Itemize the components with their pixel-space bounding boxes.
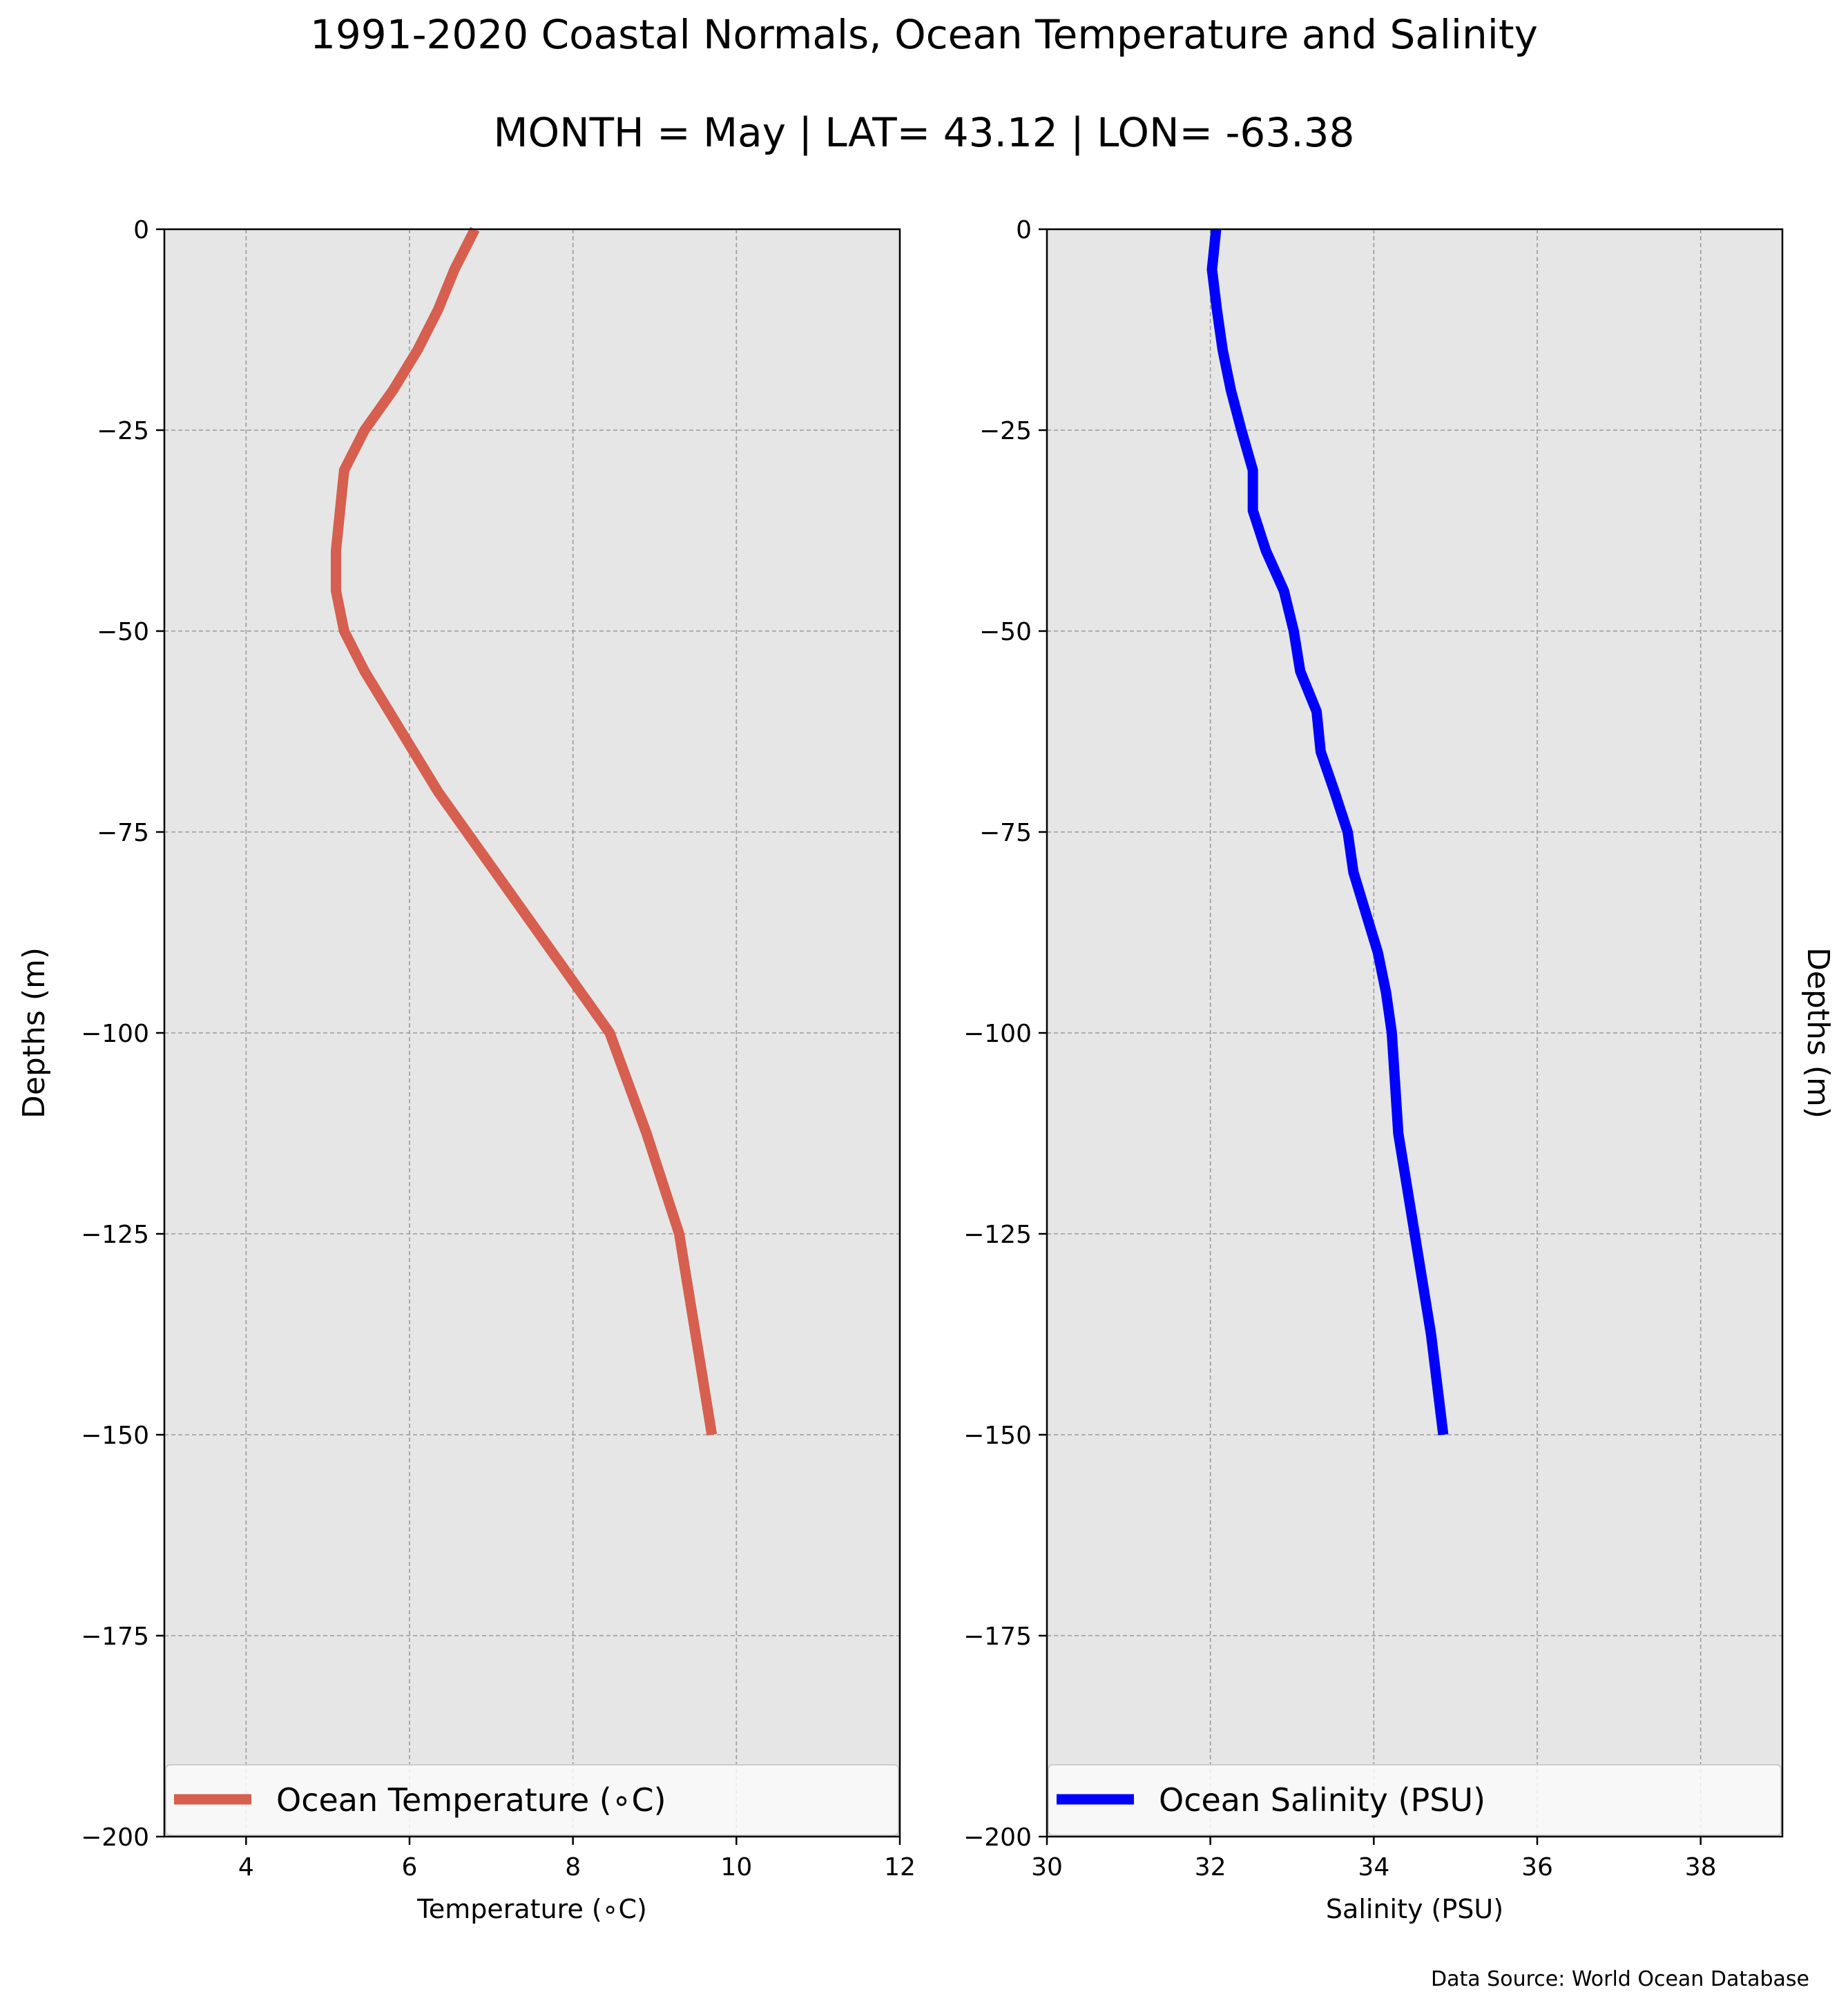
sal-x-tick-label: 34 bbox=[1358, 1853, 1389, 1881]
sal-y-tick-label: −125 bbox=[963, 1221, 1032, 1249]
temp-y-tick-label: −175 bbox=[81, 1623, 149, 1651]
temp-y-tick-label: −50 bbox=[97, 618, 149, 646]
temp-series-line bbox=[331, 226, 718, 1436]
sal-y-tick-label: −75 bbox=[979, 819, 1032, 847]
temp-legend bbox=[165, 1764, 899, 1836]
sal-y-tick-label: −50 bbox=[979, 618, 1032, 646]
temperature-panel: Ocean Temperature (∘C) 4 6 8 10 12 0 −25 −50 −75 −… bbox=[17, 216, 916, 1924]
temp-y-tick-label: −150 bbox=[81, 1422, 149, 1450]
temp-y-tick-label: −100 bbox=[81, 1020, 149, 1048]
sal-y-tick-label: −25 bbox=[979, 417, 1032, 445]
sal-y-tick-label: −150 bbox=[963, 1422, 1032, 1450]
temp-x-tick-label: 4 bbox=[238, 1853, 254, 1881]
temp-legend-label: Ocean Temperature (∘C) bbox=[276, 1781, 666, 1819]
sal-x-axis-label: Salinity (PSU) bbox=[1326, 1894, 1503, 1924]
sal-y-tick-label: 0 bbox=[1016, 216, 1032, 244]
sal-x-tick-label: 32 bbox=[1195, 1853, 1226, 1881]
sal-legend-label: Ocean Salinity (PSU) bbox=[1159, 1781, 1485, 1819]
salinity-panel: Ocean Salinity (PSU) 30 32 34 36 38 0 −25 −50 −75… bbox=[963, 216, 1836, 1924]
temp-x-tick-label: 12 bbox=[884, 1853, 916, 1881]
temp-x-tick-label: 8 bbox=[565, 1853, 581, 1881]
temp-x-axis-label: Temperature (∘C) bbox=[416, 1894, 647, 1924]
sal-series-line bbox=[1206, 229, 1449, 1435]
chart-title: 1991-2020 Coastal Normals, Ocean Tempera… bbox=[310, 11, 1538, 58]
sal-x-tick-label: 30 bbox=[1031, 1853, 1063, 1881]
sal-x-tick-label: 38 bbox=[1685, 1853, 1717, 1881]
data-source-note: Data Source: World Ocean Database bbox=[1431, 1967, 1809, 1991]
temp-y-tick-label: 0 bbox=[133, 216, 149, 244]
temp-y-axis-label: Depths (m) bbox=[17, 947, 52, 1119]
sal-y-tick-label: −200 bbox=[963, 1823, 1032, 1852]
temp-x-tick-label: 10 bbox=[720, 1853, 752, 1881]
sal-x-tick-label: 36 bbox=[1521, 1853, 1553, 1881]
temp-y-tick-label: −25 bbox=[97, 417, 149, 445]
chart-subtitle: MONTH = May | LAT= 43.12 | LON= -63.38 bbox=[494, 109, 1355, 156]
sal-legend bbox=[1048, 1764, 1782, 1836]
temp-x-tick-label: 6 bbox=[402, 1853, 418, 1881]
temp-y-tick-label: −200 bbox=[81, 1823, 149, 1852]
temp-y-tick-label: −125 bbox=[81, 1221, 149, 1249]
sal-y-axis-label: Depths (m) bbox=[1800, 947, 1836, 1119]
sal-y-tick-label: −175 bbox=[963, 1623, 1032, 1651]
sal-y-tick-label: −100 bbox=[963, 1020, 1032, 1048]
temp-y-tick-label: −75 bbox=[97, 819, 149, 847]
